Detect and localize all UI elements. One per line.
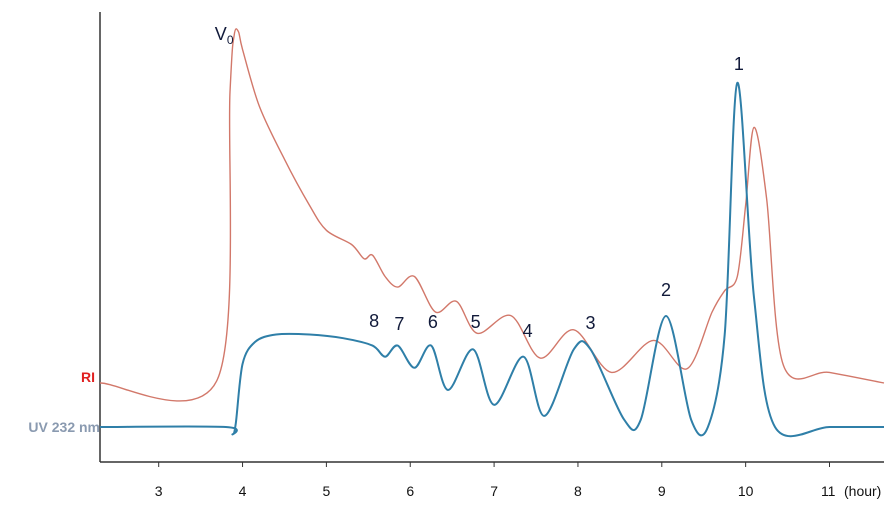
x-tick-label: 4 (239, 483, 247, 499)
peak-label-3: 3 (586, 313, 596, 333)
peak-label-6: 6 (428, 312, 438, 332)
x-tick-label: 9 (658, 483, 666, 499)
x-tick-label: 7 (490, 483, 498, 499)
uv-series-label: UV 232 nm (28, 419, 100, 435)
x-tick-label: 6 (406, 483, 414, 499)
x-unit-label: (hour) (844, 483, 881, 499)
x-tick-label: 8 (574, 483, 582, 499)
x-tick-label: 5 (322, 483, 330, 499)
x-tick-label: 10 (738, 483, 754, 499)
peak-label-1: 1 (734, 54, 744, 74)
peak-label-2: 2 (661, 280, 671, 300)
void-volume-label: V0 (215, 24, 234, 47)
peak-label-5: 5 (471, 312, 481, 332)
uv-trace (99, 81, 884, 438)
ri-series-label: RI (81, 369, 95, 385)
peak-label-7: 7 (394, 314, 404, 334)
peak-label-8: 8 (369, 311, 379, 331)
x-tick-label: 3 (155, 483, 163, 499)
peak-label-4: 4 (523, 321, 533, 341)
ri-trace (99, 28, 885, 402)
x-tick-label: 11 (821, 483, 836, 499)
